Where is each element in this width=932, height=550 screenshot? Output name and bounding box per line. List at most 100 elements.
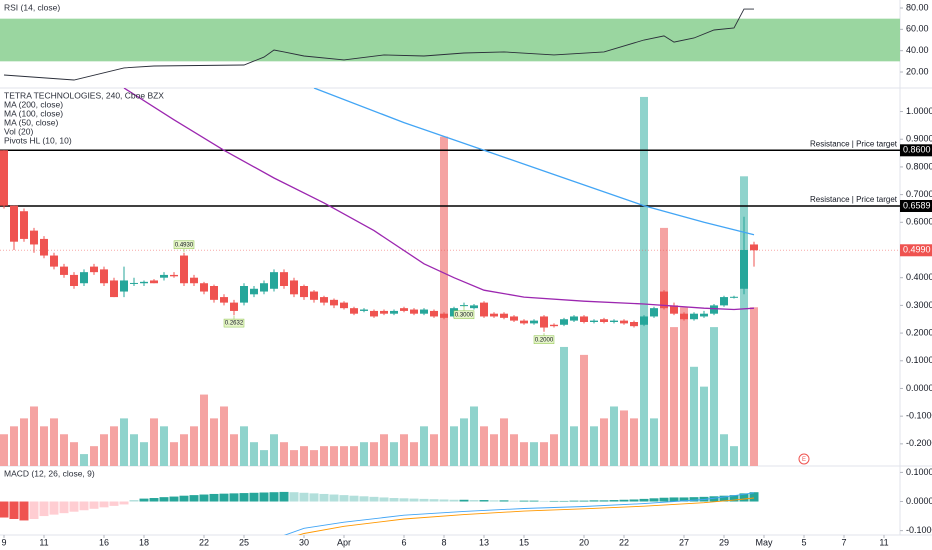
volume-bar bbox=[290, 450, 298, 466]
legend-label: MA (200, close) bbox=[4, 99, 63, 109]
macd-histogram-bar bbox=[99, 501, 109, 508]
pivot-box bbox=[453, 310, 475, 320]
candle-body bbox=[570, 316, 578, 321]
candle-body bbox=[260, 283, 268, 292]
pivot-label: 0.4930 bbox=[175, 242, 194, 248]
candle-body bbox=[730, 296, 738, 298]
candle-body bbox=[250, 288, 258, 295]
macd-histogram-bar bbox=[629, 499, 639, 502]
macd-histogram-bar bbox=[709, 496, 719, 502]
candle-body bbox=[220, 297, 228, 303]
macd-histogram-bar bbox=[659, 497, 669, 502]
y-tick-label: 0.9000 bbox=[906, 134, 932, 144]
candle-body bbox=[550, 324, 558, 327]
volume-bar bbox=[140, 442, 148, 466]
macd-histogram-bar bbox=[609, 500, 619, 502]
candle-body bbox=[500, 313, 508, 318]
macd-histogram-bar bbox=[749, 492, 759, 502]
volume-bar bbox=[540, 442, 548, 466]
volume-bar bbox=[410, 442, 418, 466]
candle-body bbox=[180, 255, 188, 284]
x-tick-label: May bbox=[755, 537, 773, 547]
macd-histogram-bar bbox=[469, 500, 479, 502]
y-tick-label: 0.1000 bbox=[906, 467, 932, 477]
macd-histogram-bar bbox=[729, 495, 739, 502]
macd-histogram-bar bbox=[739, 493, 749, 502]
candle-body bbox=[750, 244, 758, 251]
macd-histogram-bar bbox=[29, 501, 39, 519]
resistance-label: 0.8600 bbox=[903, 145, 931, 155]
y-tick-label: 0.3000 bbox=[906, 300, 932, 310]
moving-average bbox=[313, 88, 755, 236]
macd-histogram-bar bbox=[59, 501, 69, 514]
volume-bar bbox=[510, 434, 518, 466]
volume-bar bbox=[640, 96, 648, 466]
macd-histogram-bar bbox=[599, 500, 609, 502]
volume-bar bbox=[590, 426, 598, 466]
volume-bar bbox=[660, 227, 668, 466]
macd-histogram-bar bbox=[39, 501, 49, 517]
candle-body bbox=[290, 280, 298, 295]
candle-body bbox=[350, 308, 358, 314]
y-tick-label: 0.0000 bbox=[906, 496, 932, 506]
volume-bar bbox=[110, 426, 118, 466]
x-tick-label: 16 bbox=[99, 537, 109, 547]
x-tick-label: 27 bbox=[679, 537, 689, 547]
earnings-label: E bbox=[802, 457, 806, 463]
macd-histogram-bar bbox=[89, 501, 99, 509]
macd-histogram-bar bbox=[179, 495, 189, 502]
x-tick-label: 5 bbox=[801, 537, 806, 547]
volume-bar bbox=[130, 434, 138, 466]
macd-histogram-bar bbox=[669, 497, 679, 502]
macd-line bbox=[297, 497, 755, 535]
macd-histogram-bar bbox=[639, 498, 649, 502]
macd-histogram-bar bbox=[519, 500, 529, 502]
macd-histogram-bar bbox=[369, 496, 379, 502]
candle-body bbox=[140, 281, 148, 284]
macd-histogram-bar bbox=[0, 501, 9, 518]
volume-bar bbox=[700, 386, 708, 466]
volume-bar bbox=[420, 426, 428, 466]
volume-bar bbox=[390, 442, 398, 466]
volume-bar bbox=[90, 446, 98, 466]
macd-histogram-bar bbox=[279, 491, 289, 502]
resistance-box bbox=[900, 199, 932, 212]
candle-body bbox=[530, 320, 538, 324]
volume-bar bbox=[120, 418, 128, 466]
macd-histogram-bar bbox=[719, 495, 729, 502]
candle-body bbox=[620, 320, 628, 324]
resistance-box bbox=[900, 144, 932, 157]
y-tick-label: 0.8000 bbox=[906, 161, 932, 171]
candle-body bbox=[270, 272, 278, 289]
candle-body bbox=[90, 266, 98, 273]
macd-histogram-bar bbox=[499, 500, 509, 502]
macd-histogram-bar bbox=[109, 501, 119, 506]
macd-histogram-bar bbox=[539, 500, 549, 502]
legend-label: MACD (12, 26, close, 9) bbox=[4, 468, 95, 478]
macd-histogram-bar bbox=[349, 495, 359, 502]
volume-bar bbox=[50, 418, 58, 466]
x-tick-label: 7 bbox=[841, 537, 846, 547]
macd-histogram-bar bbox=[9, 501, 19, 519]
candle-body bbox=[340, 302, 348, 309]
candle-body bbox=[600, 319, 608, 322]
volume-bar bbox=[350, 446, 358, 466]
volume-bar bbox=[620, 410, 628, 466]
macd-histogram-bar bbox=[159, 497, 169, 502]
volume-bar bbox=[490, 434, 498, 466]
pivot-box bbox=[223, 318, 245, 328]
volume-bar bbox=[720, 434, 728, 466]
macd-histogram-bar bbox=[449, 499, 459, 502]
macd-histogram-bar bbox=[419, 498, 429, 502]
x-tick-label: 11 bbox=[39, 537, 48, 547]
volume-bar bbox=[320, 446, 328, 466]
volume-bar bbox=[550, 434, 558, 466]
candle-body bbox=[510, 316, 518, 321]
candle-body bbox=[150, 280, 158, 284]
candle-body bbox=[80, 272, 88, 284]
volume-bar bbox=[180, 434, 188, 466]
y-tick-label: 0.7000 bbox=[906, 189, 932, 199]
volume-bar bbox=[360, 442, 368, 466]
x-tick-label: 9 bbox=[1, 537, 6, 547]
